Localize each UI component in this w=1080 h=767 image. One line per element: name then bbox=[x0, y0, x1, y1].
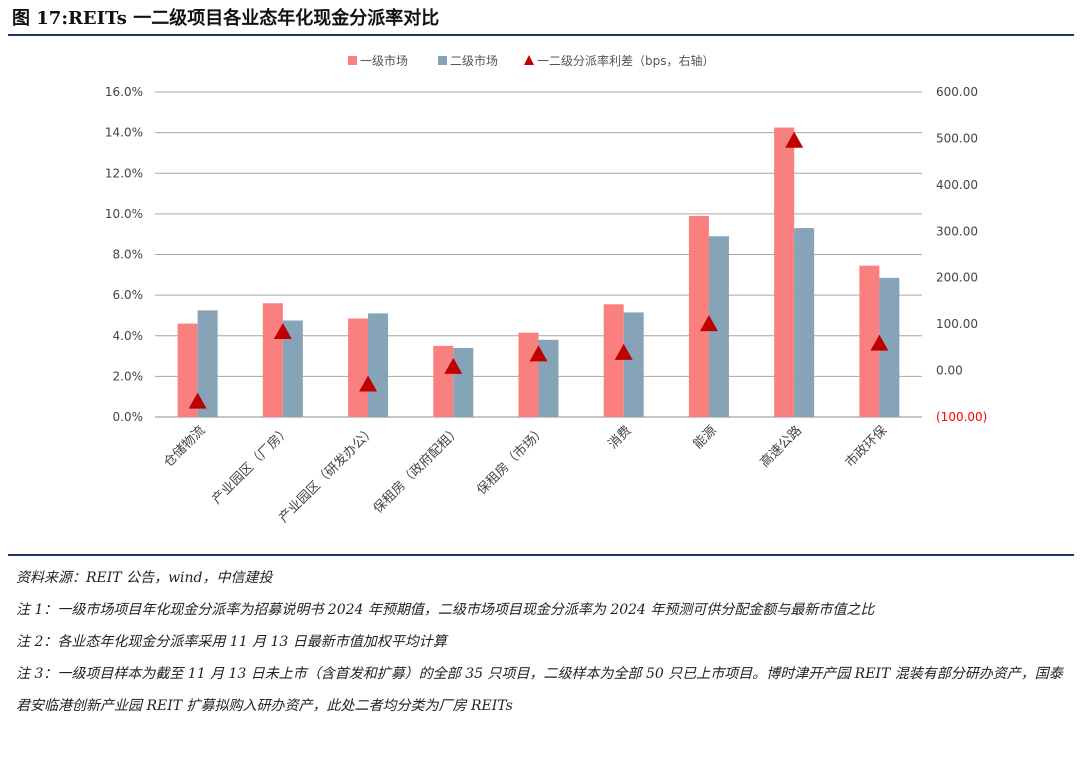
y-right-tick-label: 300.00 bbox=[936, 224, 978, 238]
category-label: 市政环保 bbox=[842, 423, 890, 471]
category-label: 产业园区（厂房） bbox=[209, 423, 294, 508]
y-right-tick-label: 200.00 bbox=[936, 271, 978, 285]
bar-secondary-market bbox=[453, 347, 474, 417]
y-left-tick-label: 12.0% bbox=[105, 166, 143, 180]
spread-marker bbox=[273, 323, 292, 340]
top-rule bbox=[8, 34, 1074, 36]
category-label: 仓储物流 bbox=[161, 423, 208, 470]
y-left-tick-label: 14.0% bbox=[105, 126, 143, 140]
note-3: 注 3：一级项目样本为截至 11 月 13 日未上市（含首发和扩募）的全部 35… bbox=[16, 666, 1063, 714]
bar-secondary-market bbox=[794, 228, 815, 417]
bar-secondary-market bbox=[879, 277, 900, 417]
bar-secondary-market bbox=[197, 310, 218, 417]
source-note: 资料来源：REIT 公告，wind，中信建投 bbox=[16, 570, 273, 586]
notes: 资料来源：REIT 公告，wind，中信建投 注 1：一级市场项目年化现金分派率… bbox=[16, 562, 1068, 722]
spread-marker bbox=[529, 345, 548, 362]
bar-primary-market bbox=[688, 215, 709, 417]
y-left-tick-label: 16.0% bbox=[105, 85, 143, 99]
note-2: 注 2：各业态年化现金分派率采用 11 月 13 日最新市值加权平均计算 bbox=[16, 634, 447, 650]
y-left-tick-label: 0.0% bbox=[113, 410, 144, 424]
category-label: 保租房（政府配租） bbox=[370, 423, 464, 517]
legend-label: 一二级分派率利差（bps，右轴） bbox=[537, 53, 715, 68]
spread-marker bbox=[785, 131, 804, 148]
y-left-tick-label: 2.0% bbox=[113, 369, 144, 383]
y-right-tick-label: 500.00 bbox=[936, 131, 978, 145]
bottom-rule bbox=[8, 554, 1074, 556]
bar-primary-market bbox=[433, 345, 454, 417]
bar-secondary-market bbox=[368, 313, 389, 417]
category-label: 消费 bbox=[606, 423, 635, 452]
legend-swatch bbox=[348, 56, 357, 65]
spread-marker bbox=[444, 357, 463, 374]
y-left-tick-label: 4.0% bbox=[113, 329, 144, 343]
category-label: 产业园区（研发办公） bbox=[276, 423, 379, 526]
spread-marker bbox=[188, 392, 207, 409]
dividend-yield-chart: 0.0% 2.0% 4.0% 6.0% 8.0% 10.0% 12.0% 14.0% 16.0%… bbox=[105, 53, 987, 526]
y-right-tick-label: 400.00 bbox=[936, 178, 978, 192]
note-1: 注 1：一级市场项目年化现金分派率为招募说明书 2024 年预期值，二级市场项目… bbox=[16, 602, 875, 618]
y-left-tick-label: 6.0% bbox=[113, 288, 144, 302]
y-right-tick-label: 0.00 bbox=[936, 364, 963, 378]
category-label: 能源 bbox=[691, 423, 720, 452]
bar-primary-market bbox=[262, 303, 283, 417]
figure-title: 图 17:REITs 一二级项目各业态年化现金分派率对比 bbox=[12, 8, 440, 29]
y-right-tick-label: 100.00 bbox=[936, 317, 978, 331]
y-left-tick-label: 8.0% bbox=[113, 248, 144, 262]
spread-marker bbox=[870, 334, 889, 351]
legend-swatch bbox=[438, 56, 447, 65]
y-left-tick-label: 10.0% bbox=[105, 207, 143, 221]
y-right-tick-label: 600.00 bbox=[936, 85, 978, 99]
spread-marker bbox=[614, 343, 633, 360]
bar-primary-market bbox=[603, 304, 624, 417]
bar-primary-market bbox=[348, 318, 369, 417]
bar-primary-market bbox=[518, 332, 539, 417]
bar-secondary-market bbox=[708, 236, 729, 417]
bar-primary-market bbox=[859, 265, 880, 417]
spread-marker bbox=[699, 315, 718, 332]
bar-primary-market bbox=[177, 323, 198, 417]
y-right-tick-label: (100.00) bbox=[936, 410, 987, 424]
category-label: 高速公路 bbox=[757, 423, 805, 471]
spread-marker bbox=[359, 375, 378, 392]
bar-primary-market bbox=[774, 127, 795, 417]
legend-label: 二级市场 bbox=[450, 53, 498, 68]
legend-marker bbox=[524, 55, 534, 65]
category-label: 保租房（市场） bbox=[474, 423, 550, 499]
bar-secondary-market bbox=[282, 320, 303, 417]
legend-label: 一级市场 bbox=[360, 53, 408, 68]
bar-secondary-market bbox=[623, 312, 644, 417]
